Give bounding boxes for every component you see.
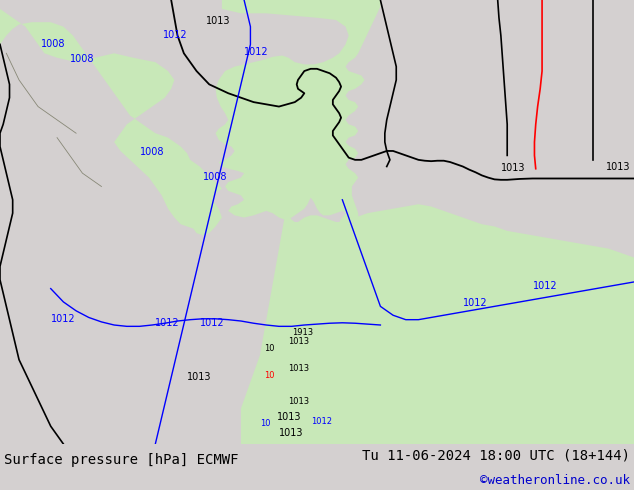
Text: 1013: 1013 — [206, 17, 231, 26]
Text: 1013: 1013 — [288, 364, 309, 373]
Text: 1913: 1913 — [292, 328, 313, 337]
Text: 1013: 1013 — [288, 397, 309, 406]
Text: 1008: 1008 — [41, 39, 66, 49]
Text: 1013: 1013 — [288, 337, 309, 346]
Text: 1012: 1012 — [311, 417, 332, 426]
Text: 1012: 1012 — [163, 30, 188, 40]
Text: 10: 10 — [264, 371, 275, 380]
Text: 1008: 1008 — [139, 147, 164, 157]
Text: 1012: 1012 — [155, 318, 180, 328]
Text: 1013: 1013 — [605, 162, 630, 172]
Text: 10: 10 — [260, 419, 271, 428]
Text: Tu 11-06-2024 18:00 UTC (18+144): Tu 11-06-2024 18:00 UTC (18+144) — [362, 448, 630, 463]
Text: 10: 10 — [264, 344, 275, 353]
Text: 1012: 1012 — [200, 318, 224, 328]
Text: ©weatheronline.co.uk: ©weatheronline.co.uk — [480, 474, 630, 487]
Text: 1012: 1012 — [244, 48, 269, 57]
Text: 1013: 1013 — [501, 163, 526, 173]
Text: 1013: 1013 — [187, 371, 212, 382]
Text: 1012: 1012 — [533, 281, 557, 291]
Text: 1012: 1012 — [51, 314, 75, 324]
Polygon shape — [241, 204, 634, 444]
Text: Surface pressure [hPa] ECMWF: Surface pressure [hPa] ECMWF — [4, 453, 238, 467]
Polygon shape — [0, 0, 222, 235]
Text: 1012: 1012 — [463, 298, 488, 308]
Text: 1013: 1013 — [277, 412, 302, 421]
Text: 1008: 1008 — [203, 172, 228, 182]
Polygon shape — [216, 0, 380, 233]
Text: 1013: 1013 — [279, 428, 304, 438]
Text: 1008: 1008 — [70, 54, 94, 64]
